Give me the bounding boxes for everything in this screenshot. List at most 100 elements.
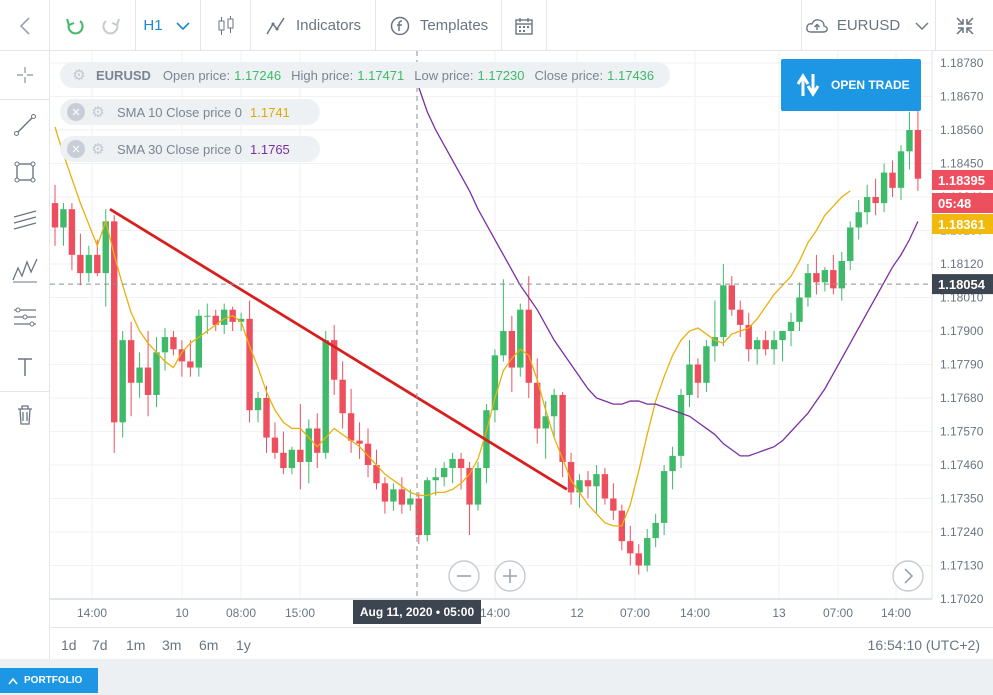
price-tick-label: 1.18670 <box>940 90 984 104</box>
chart-type-button[interactable] <box>201 0 251 51</box>
candle-up <box>703 346 710 383</box>
time-tick-label: 10 <box>175 606 189 620</box>
rectangle-tool[interactable] <box>0 158 50 186</box>
back-button[interactable] <box>0 0 50 51</box>
crosshair-price-tag: 1.18054 <box>938 277 986 292</box>
candle-up <box>753 340 761 350</box>
cloud-upload-icon <box>805 18 828 33</box>
crosshair-price-tag-bg <box>932 274 993 295</box>
candle-down <box>364 443 372 465</box>
candle-down <box>457 458 465 469</box>
portfolio-button[interactable]: PORTFOLIO <box>0 668 98 693</box>
range-1y[interactable]: 1y <box>236 637 251 653</box>
candle-up <box>863 197 871 213</box>
close-icon[interactable]: ✕ <box>67 103 85 121</box>
text-icon <box>18 358 32 376</box>
timeframe-value: H1 <box>143 17 163 34</box>
zoom-in-button[interactable] <box>494 560 526 592</box>
undo-icon[interactable] <box>64 15 86 37</box>
channel-tool[interactable] <box>0 206 50 234</box>
close-value: 1.17436 <box>607 67 655 83</box>
sma30-legend: ✕ ⚙ SMA 30 Close price 0 1.1765 <box>60 136 320 162</box>
ohlc-legend: ⚙ EURUSD Open price: 1.17246 High price:… <box>60 62 670 88</box>
price-chart[interactable]: 1.187801.186701.185601.184501.183401.182… <box>50 51 993 627</box>
range-3m[interactable]: 3m <box>162 637 182 653</box>
rectangle-icon <box>14 161 36 183</box>
candle-up <box>770 340 778 350</box>
templates-label: Templates <box>419 17 489 34</box>
scroll-right-button[interactable] <box>892 560 924 592</box>
range-1m[interactable]: 1m <box>126 637 146 653</box>
high-value: 1.17471 <box>357 67 405 83</box>
text-tool[interactable] <box>0 353 50 381</box>
candle-up <box>424 480 431 536</box>
scroll-right-icon <box>904 568 914 584</box>
range-6m[interactable]: 6m <box>199 637 219 653</box>
trendline-tool[interactable] <box>0 111 50 139</box>
chart-area[interactable]: 1.187801.186701.185601.184501.183401.182… <box>50 51 993 659</box>
candle-up <box>906 130 913 152</box>
candle-down <box>127 340 135 383</box>
zoom-out-button[interactable] <box>448 560 480 592</box>
sma10-label: SMA 10 Close price 0 <box>117 104 243 120</box>
candle-up <box>838 260 845 289</box>
candle-down <box>111 221 118 423</box>
sma30-label: SMA 30 Close price 0 <box>117 141 243 157</box>
candle-up <box>593 474 600 487</box>
candle-down <box>567 461 575 493</box>
candle-up <box>221 309 228 325</box>
gear-icon[interactable]: ⚙ <box>91 104 105 121</box>
fibonacci-tool[interactable] <box>0 303 50 331</box>
symbol-select[interactable]: EURUSD <box>801 0 936 51</box>
candle-down <box>178 349 186 362</box>
low-label: Low price: <box>414 67 474 83</box>
candle-down <box>246 318 253 411</box>
indicators-button[interactable]: Indicators <box>251 0 376 51</box>
candle-down <box>508 331 516 368</box>
delete-drawings-button[interactable] <box>0 401 50 429</box>
undo-redo-group <box>50 0 136 51</box>
candle-down <box>610 498 617 511</box>
candle-down <box>381 483 389 502</box>
candle-up <box>305 428 312 462</box>
candle-up <box>195 315 203 368</box>
candle-up <box>779 331 786 341</box>
candle-up <box>102 221 109 274</box>
time-tick-label: 14:00 <box>680 606 710 620</box>
open-trade-button[interactable]: OPEN TRADE <box>781 59 921 111</box>
sma30-value: 1.1765 <box>250 141 290 157</box>
candle-up <box>517 309 524 368</box>
crosshair-tool[interactable] <box>0 61 50 89</box>
candle-down <box>271 437 279 453</box>
candle-up <box>576 480 583 493</box>
candle-down <box>339 379 346 414</box>
timeframe-select[interactable]: H1 <box>136 0 201 51</box>
redo-icon[interactable] <box>100 15 122 37</box>
pattern-tool[interactable] <box>0 254 50 286</box>
crosshair-time-tag-bg <box>353 600 481 624</box>
gear-icon[interactable]: ⚙ <box>72 67 86 84</box>
time-tick-label: 08:00 <box>226 606 256 620</box>
candle-up <box>711 337 719 347</box>
calendar-button[interactable] <box>502 0 547 51</box>
candle-up <box>322 340 329 453</box>
candle-down <box>813 273 820 283</box>
price-tick-label: 1.17020 <box>940 592 984 606</box>
current-price-tag-bg <box>932 170 993 190</box>
gear-icon[interactable]: ⚙ <box>91 141 105 158</box>
candle-down <box>187 361 194 368</box>
zoom-in-icon <box>503 569 517 583</box>
fullscreen-button[interactable] <box>936 0 993 51</box>
time-tick-label: 12 <box>570 606 584 620</box>
candle-down <box>297 449 304 462</box>
candle-up <box>542 416 549 429</box>
templates-button[interactable]: Templates <box>376 0 502 51</box>
price-tick-label: 1.17240 <box>940 525 984 539</box>
top-toolbar: H1 Indicators Templates EURUSD <box>0 0 993 51</box>
price-tick-label: 1.17460 <box>940 458 984 472</box>
candle-down <box>466 468 473 505</box>
range-1d[interactable]: 1d <box>61 637 77 653</box>
close-icon[interactable]: ✕ <box>67 140 85 158</box>
range-7d[interactable]: 7d <box>92 637 108 653</box>
